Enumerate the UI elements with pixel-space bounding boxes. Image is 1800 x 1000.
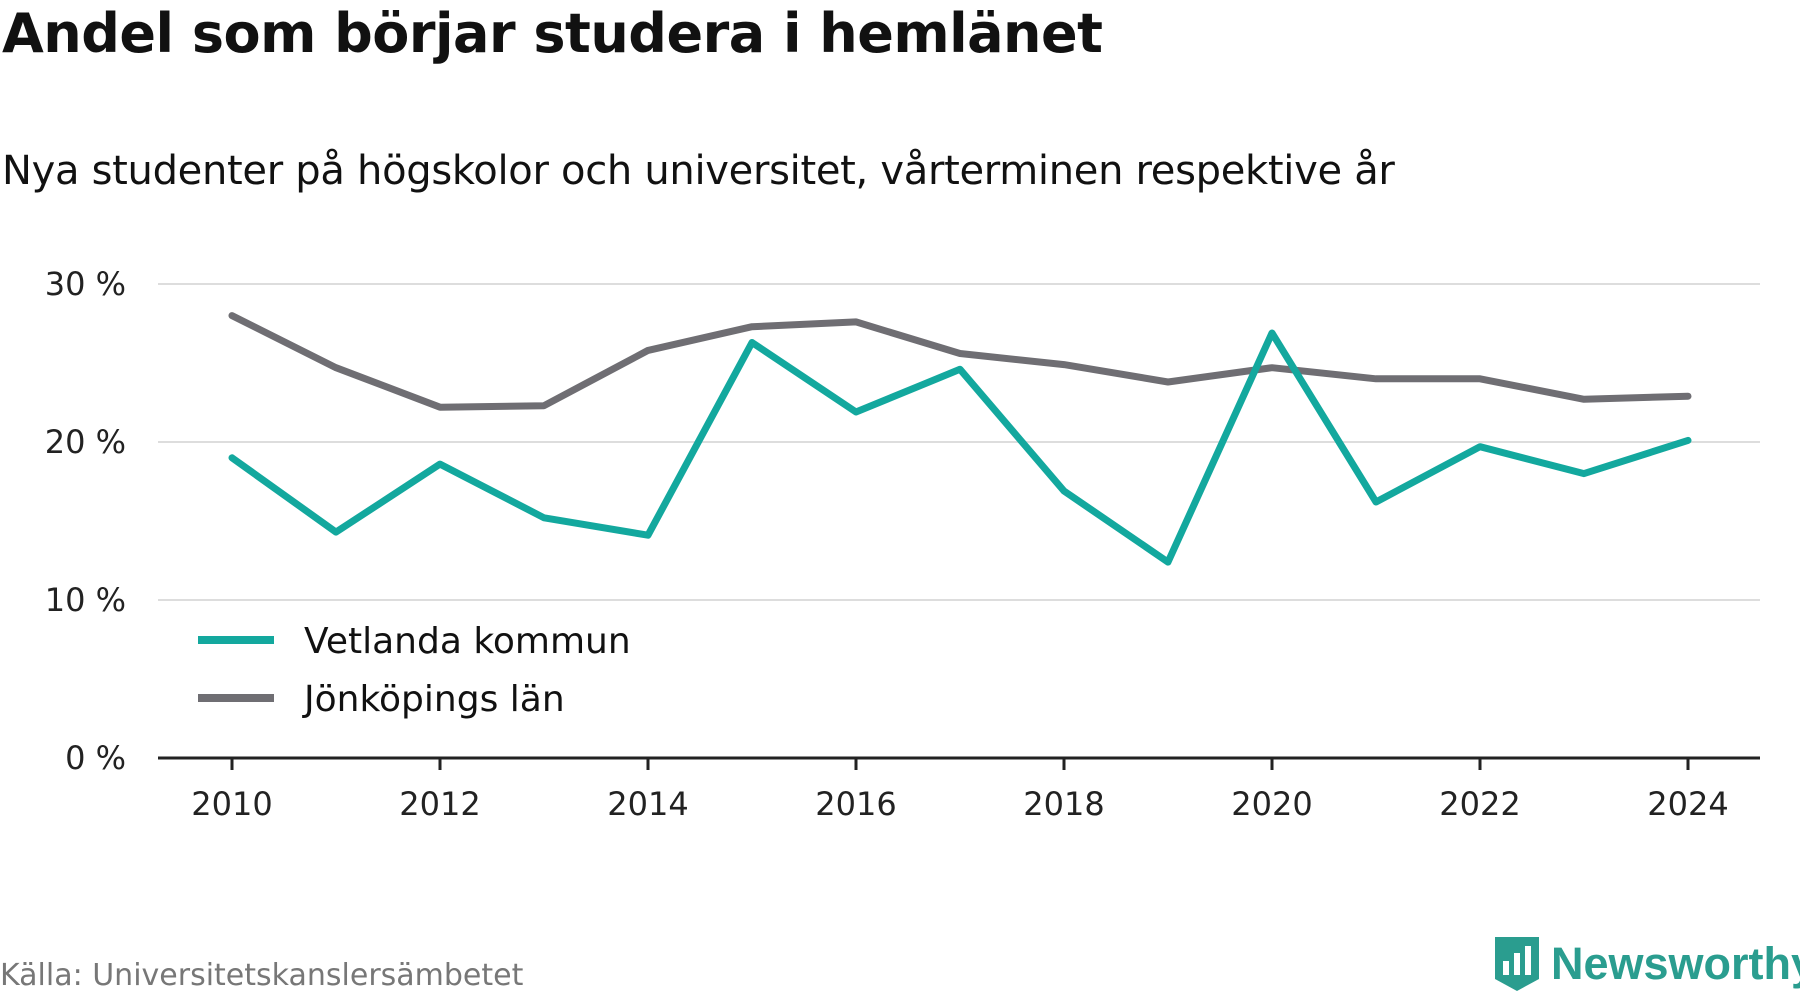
legend-label-1: Jönköpings län <box>302 679 565 720</box>
x-tick-label: 2012 <box>399 785 480 823</box>
x-tick-label: 2020 <box>1231 785 1312 823</box>
source-note: Källa: Universitetskanslersämbetet <box>0 958 524 993</box>
x-tick-label: 2010 <box>191 785 272 823</box>
newsworthy-logo-icon <box>1495 937 1539 991</box>
y-tick-label: 20 % <box>45 423 126 461</box>
series-line-1 <box>228 312 1692 411</box>
brand-name: Newsworthy <box>1551 938 1800 989</box>
y-tick-label: 30 % <box>45 265 126 303</box>
x-tick-label: 2022 <box>1439 785 1520 823</box>
legend: Vetlanda kommun Jönköpings län <box>198 621 631 720</box>
y-axis-ticks: 0 % 10 % 20 % 30 % <box>45 265 126 777</box>
series-lines <box>228 312 1692 566</box>
chart-title: Andel som börjar studera i hemlänet <box>2 2 1103 65</box>
x-axis-ticks: 2010 2012 2014 2016 2018 2020 2022 2024 <box>191 758 1729 823</box>
y-tick-label: 0 % <box>65 739 126 777</box>
chart-subtitle: Nya studenter på högskolor och universit… <box>2 148 1395 194</box>
x-tick-label: 2018 <box>1023 785 1104 823</box>
legend-label-0: Vetlanda kommun <box>304 621 631 662</box>
y-tick-label: 10 % <box>45 581 126 619</box>
x-tick-label: 2016 <box>815 785 896 823</box>
gridlines <box>158 283 1760 601</box>
x-tick-label: 2024 <box>1647 785 1728 823</box>
x-tick-label: 2014 <box>607 785 688 823</box>
series-line-0 <box>228 329 1692 566</box>
brand-logo: Newsworthy <box>1493 935 1800 993</box>
